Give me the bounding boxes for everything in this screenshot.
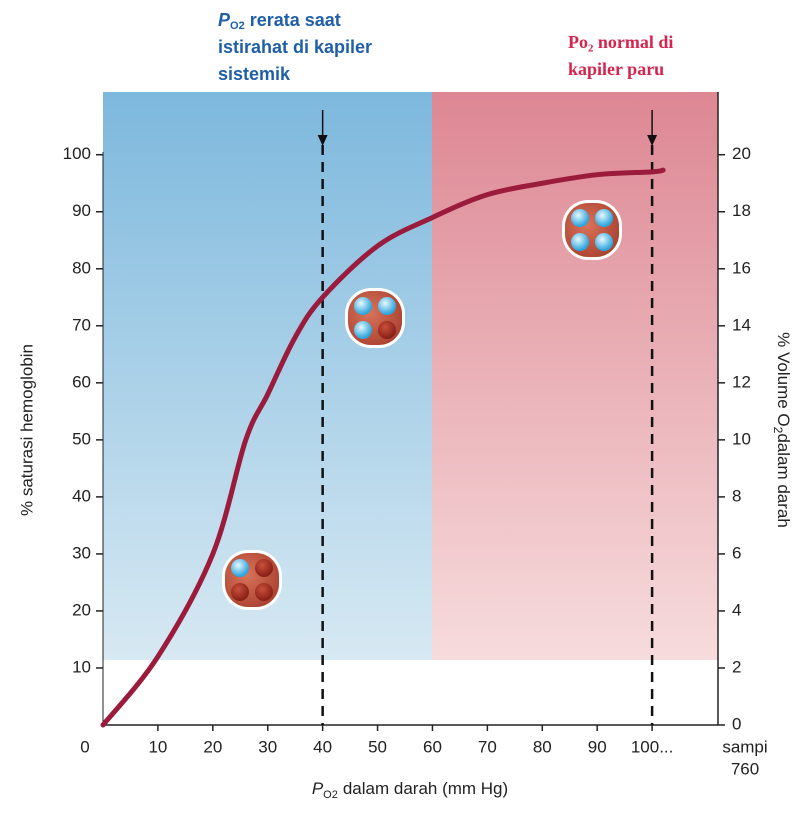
x-end-label: 760 (731, 759, 759, 778)
background-zones (103, 92, 718, 660)
hemoglobin-icons (222, 200, 622, 610)
annotation-text: Po₂ normal di (568, 32, 673, 52)
y2-label-before: % Volume O (774, 332, 793, 427)
y2-tick-label: 6 (732, 543, 741, 562)
y-tick-label: 30 (72, 543, 91, 562)
x-label-text: dalam darah (mm Hg) (343, 779, 508, 798)
x-end-label: sampi (722, 737, 767, 756)
y2-tick-label: 16 (732, 258, 751, 277)
x-tick-label: 40 (313, 737, 332, 756)
hb-site (231, 583, 249, 601)
hb-site (595, 233, 613, 251)
y2-label-after: dalam darah (774, 433, 793, 528)
x-tick-label: 60 (423, 737, 442, 756)
y2-label-subscript: 2 (771, 427, 785, 434)
hemoglobin (562, 200, 622, 260)
y-tick-label: 100 (63, 144, 91, 163)
hb-body (565, 203, 619, 257)
annotation-arrowhead (647, 135, 658, 146)
y-tick-label: 20 (72, 600, 91, 619)
y2-tick-label: 14 (732, 315, 751, 334)
hb-body (348, 291, 402, 345)
y2-tick-label: 12 (732, 372, 751, 391)
hb-site (255, 559, 273, 577)
annotation-symbol: P (218, 10, 231, 30)
y-tick-label: 80 (72, 258, 91, 277)
hb-site (571, 233, 589, 251)
hb-site (255, 583, 273, 601)
y2-tick-label: 20 (732, 144, 751, 163)
y-tick-label: 60 (72, 372, 91, 391)
x-tick-label: 100... (631, 737, 674, 756)
y2-tick-label: 18 (732, 201, 751, 220)
annotation-arrowhead (317, 135, 328, 146)
annotation-subscript: O2 (230, 20, 245, 32)
hb-site (378, 297, 396, 315)
hemoglobin (222, 550, 282, 610)
y2-tick-label: 10 (732, 429, 751, 448)
x-tick-label: 10 (148, 737, 167, 756)
x-tick-label: 50 (368, 737, 387, 756)
annotation-line-text: rerata saat (250, 10, 341, 30)
hb-site (571, 209, 589, 227)
x-tick-label: 20 (203, 737, 222, 756)
y-tick-label: 40 (72, 486, 91, 505)
y2-tick-label: 8 (732, 486, 741, 505)
hb-body (225, 553, 279, 607)
annotation-text: kapiler paru (568, 59, 664, 79)
y-axis-label: % saturasi hemoglobin (17, 344, 36, 516)
hb-site (378, 321, 396, 339)
pink-zone (432, 92, 718, 660)
x-tick-label: 80 (533, 737, 552, 756)
y2-tick-label: 4 (732, 600, 741, 619)
x-axis-label: PO2 dalam darah (mm Hg) (312, 779, 508, 800)
y-tick-label: 10 (72, 657, 91, 676)
x-tick-label: 30 (258, 737, 277, 756)
hb-site (231, 559, 249, 577)
hb-site (595, 209, 613, 227)
y2-tick-label: 0 (732, 714, 741, 733)
x-tick-label: 0 (80, 737, 89, 756)
x-tick-label: 70 (478, 737, 497, 756)
y-tick-label: 50 (72, 429, 91, 448)
hb-site (354, 297, 372, 315)
y2-axis-label: % Volume O2dalam darah (771, 332, 793, 528)
hb-site (354, 321, 372, 339)
annotation-text: sistemik (218, 64, 291, 84)
x-label-symbol: P (312, 779, 324, 798)
curve (100, 167, 666, 728)
x-tick-label: 90 (588, 737, 607, 756)
y-tick-label: 90 (72, 201, 91, 220)
annotation-text: PO2 rerata saat (218, 10, 341, 32)
annotation-text: istirahat di kapiler (218, 37, 372, 57)
x-label-subscript: O2 (323, 789, 338, 801)
y2-tick-label: 2 (732, 657, 741, 676)
hemoglobin (345, 288, 405, 348)
y-tick-label: 70 (72, 315, 91, 334)
